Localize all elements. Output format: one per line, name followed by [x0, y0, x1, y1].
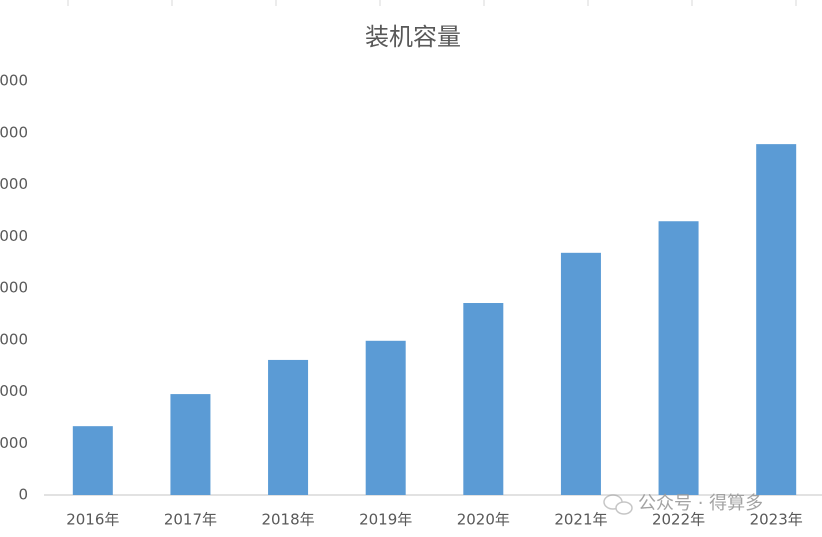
watermark-icon	[603, 494, 633, 515]
y-tick-label: 2000	[0, 382, 28, 400]
x-tick-label: 2018年	[261, 511, 314, 529]
y-tick-label: 0	[18, 486, 28, 504]
y-tick-label: 3000	[0, 330, 28, 348]
x-tick-label: 2016年	[66, 511, 119, 529]
x-tick-label: 2023年	[750, 511, 803, 529]
sheet-grid	[67, 0, 797, 6]
y-tick-label: 1000	[0, 434, 28, 452]
bar	[658, 221, 699, 495]
y-tick-label: 5000	[0, 227, 28, 245]
y-tick-label: 7000	[0, 123, 28, 141]
bar	[560, 252, 601, 495]
y-tick-label: 6000	[0, 175, 28, 193]
x-tick-label: 2022年	[652, 511, 705, 529]
bar	[756, 144, 797, 495]
bar	[268, 359, 309, 495]
chart-title: 装机容量	[365, 23, 461, 51]
bar	[72, 426, 113, 495]
y-tick-label: 8000	[0, 72, 28, 90]
x-tick-label: 2021年	[554, 511, 607, 529]
x-tick-label: 2020年	[457, 511, 510, 529]
bar	[365, 340, 406, 495]
bar	[170, 394, 211, 495]
watermark: 公众号 · 得算多	[638, 493, 763, 514]
x-tick-label: 2017年	[164, 511, 217, 529]
x-tick-label: 2019年	[359, 511, 412, 529]
y-tick-label: 4000	[0, 279, 28, 297]
bar	[463, 303, 504, 495]
